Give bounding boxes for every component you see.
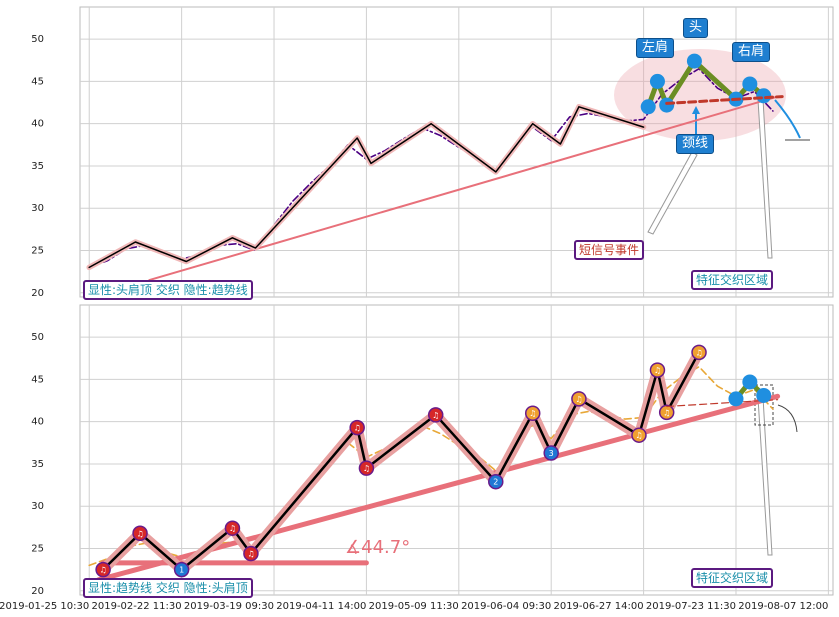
zone-box bbox=[754, 384, 774, 426]
marker bbox=[95, 561, 111, 578]
x-tick-label: 2019-01-25 10:30 bbox=[0, 601, 89, 612]
marker bbox=[349, 419, 365, 436]
panel: 20 25 30 35 40 45 50 bbox=[31, 304, 834, 597]
annotation: 特征交织区域 bbox=[691, 568, 774, 588]
angle-label: ∡44.7° bbox=[345, 537, 411, 558]
marker-label: ♫ bbox=[654, 366, 661, 375]
marker bbox=[631, 427, 647, 443]
marker-label: ♫ bbox=[529, 409, 536, 418]
x-tick-label: 2019-05-09 11:30 bbox=[369, 601, 459, 612]
marker bbox=[756, 387, 772, 403]
x-tick-label: 2019-04-11 14:00 bbox=[276, 601, 366, 612]
marker-label: 3 bbox=[549, 449, 554, 458]
marker-label: 1 bbox=[179, 566, 184, 575]
x-tick-label: 2019-08-07 12:00 bbox=[738, 601, 828, 612]
marker-label: ♫ bbox=[100, 566, 107, 575]
marker-label: ♫ bbox=[695, 348, 702, 357]
y-tick-label: 50 bbox=[31, 332, 44, 343]
marker-label: 2 bbox=[493, 478, 498, 487]
y-tick-label: 35 bbox=[31, 459, 44, 470]
marker bbox=[427, 407, 444, 423]
annotation: 右肩 bbox=[732, 42, 771, 62]
marker bbox=[524, 405, 541, 421]
x-tick-label: 2019-03-19 09:30 bbox=[184, 601, 274, 612]
y-tick-label: 50 bbox=[31, 34, 44, 45]
marker bbox=[488, 473, 504, 490]
marker bbox=[649, 362, 666, 378]
y-tick-label: 30 bbox=[31, 501, 44, 512]
marker-label: ♫ bbox=[575, 395, 582, 404]
marker bbox=[543, 445, 559, 461]
marker bbox=[358, 460, 375, 476]
annotation: 显性:趋势线 交织 隐性:头肩顶 bbox=[83, 578, 253, 598]
marker bbox=[658, 404, 675, 421]
annotation: 显性:头肩顶 交织 隐性:趋势线 bbox=[83, 280, 253, 300]
series-line bbox=[101, 351, 701, 571]
marker-label: ♫ bbox=[247, 550, 254, 559]
marker-label: ♫ bbox=[363, 464, 370, 473]
x-tick-label: 2019-06-04 09:30 bbox=[461, 601, 551, 612]
marker bbox=[742, 374, 758, 390]
y-tick-label: 40 bbox=[31, 119, 44, 130]
marker bbox=[728, 391, 744, 407]
marker bbox=[742, 76, 758, 92]
marker-label: ♫ bbox=[229, 524, 236, 533]
y-tick-label: 25 bbox=[31, 245, 44, 256]
annotation: 特征交织区域 bbox=[691, 270, 774, 290]
marker-label: ♫ bbox=[432, 411, 439, 420]
annotation: 短信号事件 bbox=[574, 240, 645, 260]
marker bbox=[756, 88, 772, 104]
marker bbox=[224, 520, 241, 536]
marker bbox=[571, 391, 587, 407]
y-tick-label: 35 bbox=[31, 161, 44, 172]
x-tick-label: 2019-02-22 11:30 bbox=[92, 601, 182, 612]
marker-label: ♫ bbox=[354, 424, 361, 433]
highlight-ellipse bbox=[614, 49, 786, 141]
marker bbox=[691, 344, 707, 361]
annotation: 头 bbox=[683, 18, 709, 38]
marker-label: ♫ bbox=[136, 529, 143, 538]
arrow bbox=[647, 151, 698, 235]
y-tick-label: 45 bbox=[31, 374, 44, 385]
arrow bbox=[777, 404, 798, 433]
marker bbox=[659, 97, 675, 113]
marker bbox=[173, 561, 190, 578]
arrow bbox=[774, 99, 801, 139]
y-tick-label: 30 bbox=[31, 203, 44, 214]
marker bbox=[686, 53, 702, 69]
x-tick-label: 2019-06-27 14:00 bbox=[553, 601, 643, 612]
y-tick-label: 45 bbox=[31, 76, 44, 87]
decorations bbox=[614, 49, 810, 556]
marker-label: ♫ bbox=[663, 408, 670, 417]
plot-area bbox=[79, 304, 834, 596]
marker bbox=[243, 545, 259, 562]
marker bbox=[640, 99, 656, 115]
series-line bbox=[88, 106, 645, 269]
annotation: 左肩 bbox=[636, 38, 675, 58]
annotation: 颈线 bbox=[676, 134, 715, 154]
series-line bbox=[665, 95, 784, 105]
arrow-head bbox=[692, 106, 700, 114]
y-tick-label: 20 bbox=[31, 288, 44, 299]
marker bbox=[649, 73, 665, 89]
y-tick-label: 20 bbox=[31, 586, 44, 597]
marker bbox=[132, 525, 148, 542]
x-tick-label: 2019-07-23 11:30 bbox=[646, 601, 736, 612]
y-tick-label: 40 bbox=[31, 417, 44, 428]
y-tick-label: 25 bbox=[31, 543, 44, 554]
marker-label: ♫ bbox=[635, 431, 642, 440]
